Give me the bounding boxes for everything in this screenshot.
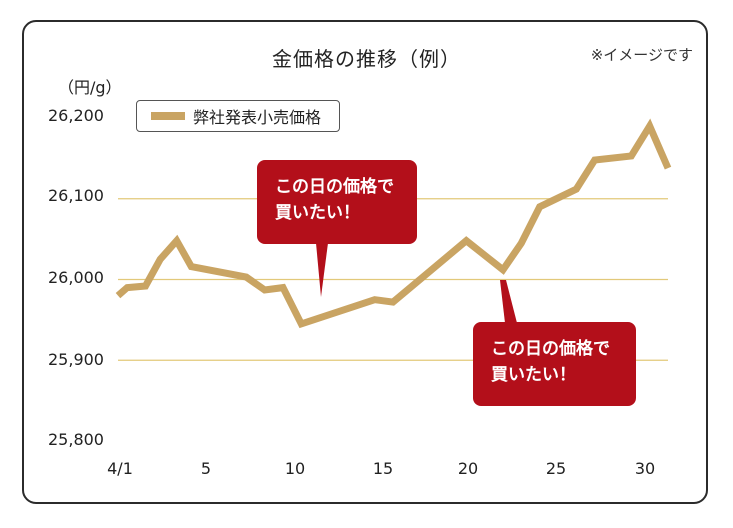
x-tick-label: 30 [634, 459, 656, 478]
series-line [115, 118, 672, 329]
x-tick-label: 4/1 [107, 459, 133, 478]
x-tick-label: 15 [372, 459, 394, 478]
legend-label: 弊社発表小売価格 [193, 108, 322, 127]
image-note: ※イメージです [590, 46, 693, 64]
x-tick-label: 10 [284, 459, 306, 478]
y-tick-label: 25,900 [48, 350, 104, 369]
y-tick-label: 26,100 [48, 186, 104, 205]
x-tick-label: 20 [457, 459, 479, 478]
x-tick-label: 25 [545, 459, 567, 478]
legend-swatch [151, 112, 185, 120]
y-tick-label: 25,800 [48, 430, 104, 449]
y-tick-label: 26,200 [48, 106, 104, 125]
callout-line: 買いたい！ [491, 365, 576, 385]
y-axis-unit-label: （円/g） [58, 78, 122, 97]
y-tick-label: 26,000 [48, 268, 104, 287]
chart-title: 金価格の推移（例） [272, 47, 461, 71]
callout-annotation: この日の価格で 買いたい！ [473, 322, 636, 406]
legend: 弊社発表小売価格 [136, 100, 340, 132]
callout-line: 買いたい！ [275, 203, 360, 223]
callout-pointer [500, 280, 517, 323]
x-tick-label: 5 [200, 459, 212, 478]
callout-line: この日の価格で [275, 177, 394, 197]
callout-pointer [316, 243, 328, 297]
callout-line: この日の価格で [491, 339, 610, 359]
callout-annotation: この日の価格で 買いたい！ [257, 160, 417, 244]
